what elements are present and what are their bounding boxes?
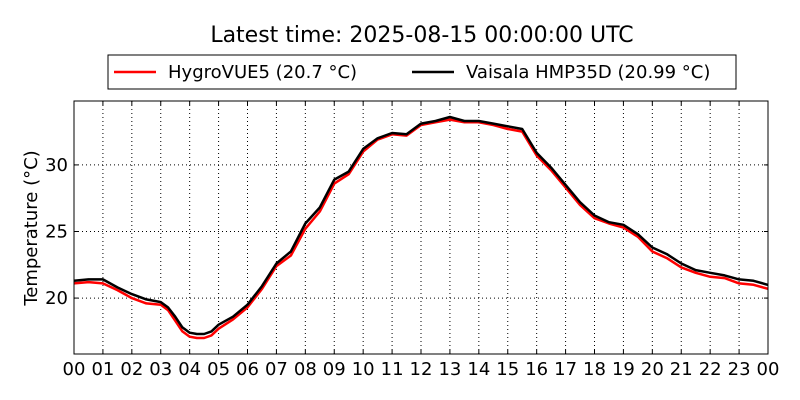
x-tick-label: 18 bbox=[583, 359, 606, 380]
x-tick-label: 14 bbox=[467, 359, 490, 380]
x-tick-label: 08 bbox=[294, 359, 317, 380]
chart-title: Latest time: 2025-08-15 00:00:00 UTC bbox=[210, 23, 633, 48]
legend-label-vaisala: Vaisala HMP35D (20.99 °C) bbox=[466, 62, 710, 83]
grid-lines bbox=[74, 101, 768, 354]
y-tick-label: 20 bbox=[45, 288, 68, 309]
x-tick-label: 23 bbox=[728, 359, 751, 380]
x-tick-label: 01 bbox=[91, 359, 114, 380]
x-tick-label: 16 bbox=[525, 359, 548, 380]
x-tick-label: 03 bbox=[149, 359, 172, 380]
x-tick-label: 22 bbox=[699, 359, 722, 380]
x-tick-label: 15 bbox=[496, 359, 519, 380]
legend-label-hygrovue5: HygroVUE5 (20.7 °C) bbox=[168, 62, 357, 83]
x-tick-label: 06 bbox=[236, 359, 259, 380]
x-tick-label: 17 bbox=[554, 359, 577, 380]
x-axis: 00 01 02 03 04 05 06 07 08 09 10 11 12 13 14 15 16 17 18 19… bbox=[63, 101, 780, 380]
x-tick-label: 07 bbox=[265, 359, 288, 380]
x-tick-label: 20 bbox=[641, 359, 664, 380]
series-layer bbox=[73, 115, 769, 340]
legend: HygroVUE5 (20.7 °C) Vaisala HMP35D (20.9… bbox=[107, 54, 737, 90]
y-tick-label: 30 bbox=[45, 155, 68, 176]
x-tick-label: 21 bbox=[670, 359, 693, 380]
x-tick-label: 09 bbox=[323, 359, 346, 380]
series-line-vaisala bbox=[73, 115, 769, 336]
x-tick-label: 12 bbox=[410, 359, 433, 380]
y-axis: 20 25 30 bbox=[45, 155, 768, 309]
plot-area-frame bbox=[73, 100, 769, 355]
x-tick-label: 00 bbox=[63, 359, 86, 380]
x-tick-label: 02 bbox=[120, 359, 143, 380]
x-tick-label: 05 bbox=[207, 359, 230, 380]
x-tick-label: 11 bbox=[381, 359, 404, 380]
y-tick-label: 25 bbox=[45, 221, 68, 242]
x-tick-label: 13 bbox=[438, 359, 461, 380]
x-tick-label: 10 bbox=[352, 359, 375, 380]
x-tick-label: 04 bbox=[178, 359, 201, 380]
y-axis-label: Temperature (°C) bbox=[21, 150, 42, 306]
x-tick-label: 19 bbox=[612, 359, 635, 380]
x-tick-label: 00 bbox=[757, 359, 780, 380]
